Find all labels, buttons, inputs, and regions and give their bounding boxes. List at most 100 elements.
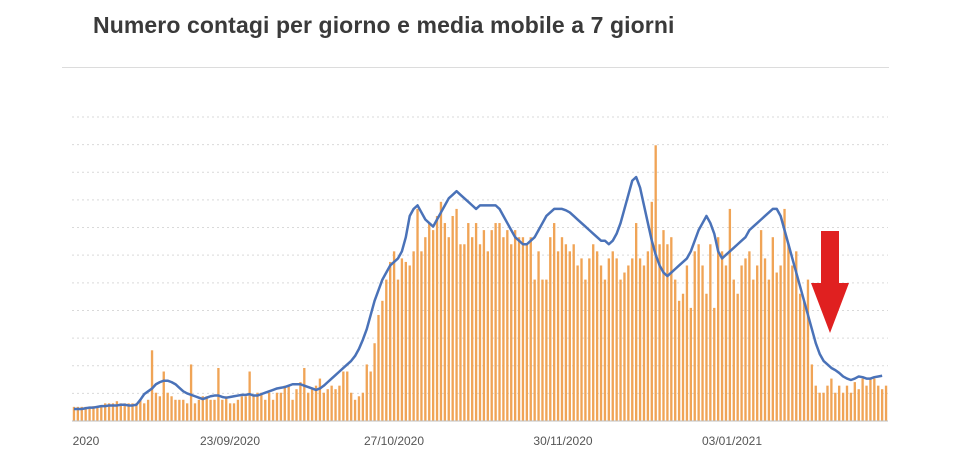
bar	[826, 385, 829, 421]
bar	[795, 251, 798, 421]
bar	[443, 223, 447, 421]
bar	[451, 215, 454, 421]
bar	[498, 223, 501, 421]
bar	[283, 385, 286, 421]
bar	[619, 279, 622, 421]
bar	[580, 258, 583, 421]
bar	[674, 279, 677, 421]
bar	[330, 385, 333, 421]
bar	[100, 405, 103, 421]
bar	[252, 396, 255, 421]
bar	[146, 399, 150, 421]
bar	[158, 396, 162, 421]
bar	[303, 367, 306, 421]
bar	[502, 237, 505, 421]
bar	[798, 293, 802, 421]
bar	[326, 389, 329, 421]
bar	[221, 399, 224, 421]
bar	[381, 300, 384, 421]
bar	[638, 258, 642, 421]
bar	[510, 244, 513, 421]
bar	[182, 399, 185, 421]
x-tick-label: 03/01/2021	[702, 434, 762, 448]
bar	[474, 223, 478, 421]
bar	[818, 392, 821, 421]
bar	[431, 230, 435, 421]
bar	[615, 258, 618, 421]
bar	[170, 396, 173, 421]
bar	[880, 389, 884, 421]
bar	[186, 403, 189, 421]
bar	[541, 279, 544, 421]
bar	[295, 389, 298, 421]
grid-lines	[72, 116, 888, 394]
bar	[642, 265, 646, 421]
bar	[701, 265, 704, 421]
bar	[455, 208, 458, 421]
bar	[822, 392, 825, 421]
moving-average-line	[73, 175, 883, 411]
bar	[111, 403, 115, 421]
bar	[529, 237, 532, 421]
bar	[814, 385, 817, 421]
bar	[287, 385, 290, 421]
bar	[268, 392, 271, 421]
bar	[588, 258, 591, 421]
bar	[76, 406, 80, 421]
bar	[162, 371, 165, 421]
bar	[646, 251, 650, 421]
bar	[533, 279, 536, 421]
bar	[310, 389, 314, 421]
bar	[845, 385, 849, 421]
bar	[584, 279, 587, 421]
bar	[748, 251, 751, 421]
bar	[549, 237, 552, 421]
bar	[560, 237, 564, 421]
bar	[322, 392, 325, 421]
bar	[486, 251, 489, 421]
x-tick-label: 23/09/2020	[200, 434, 260, 448]
bar	[716, 237, 720, 421]
bar	[736, 293, 739, 421]
bar	[658, 244, 661, 421]
bar	[264, 399, 267, 421]
bar	[400, 258, 404, 421]
bar	[389, 261, 392, 421]
bar	[150, 350, 154, 421]
bar	[553, 223, 556, 421]
bar	[279, 392, 283, 421]
bar	[783, 208, 786, 421]
bar	[861, 378, 864, 421]
bar	[213, 399, 216, 421]
bar	[513, 230, 517, 421]
bar	[841, 392, 845, 421]
bar	[599, 265, 603, 421]
x-tick-label: 27/10/2020	[364, 434, 424, 448]
bar	[361, 392, 365, 421]
bar	[193, 403, 197, 421]
bar	[428, 223, 431, 421]
bar	[525, 244, 529, 421]
bar	[756, 265, 759, 421]
bar	[517, 237, 521, 421]
bar	[771, 237, 774, 421]
bar	[232, 403, 236, 421]
bar	[478, 244, 482, 421]
bar	[623, 272, 626, 421]
bar	[107, 403, 111, 421]
bar	[787, 244, 790, 421]
bar	[865, 385, 868, 421]
daily-cases-bars	[72, 145, 888, 421]
red-down-arrow	[811, 231, 849, 333]
bar	[654, 145, 657, 421]
bar	[705, 293, 708, 421]
bar	[631, 258, 634, 421]
bar	[240, 396, 244, 421]
bar	[849, 392, 853, 421]
bar	[201, 396, 204, 421]
bar	[779, 265, 782, 421]
bar	[834, 392, 837, 421]
bar	[763, 258, 767, 421]
bar	[592, 244, 595, 421]
